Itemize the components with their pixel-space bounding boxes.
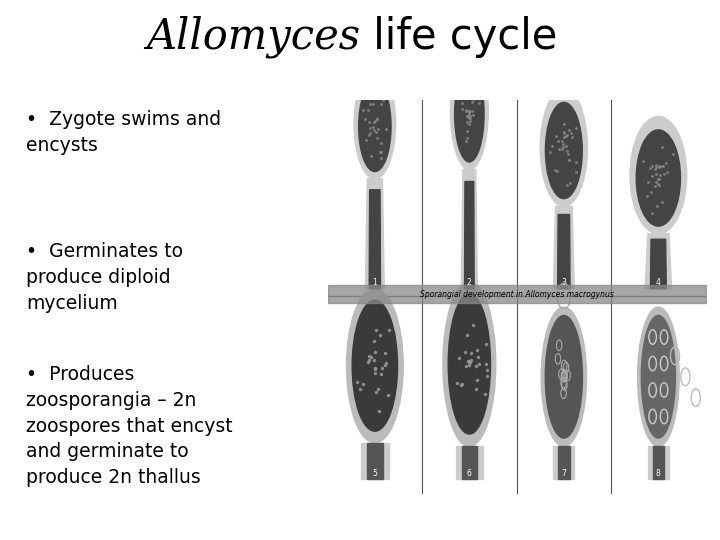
Ellipse shape xyxy=(630,117,687,234)
Ellipse shape xyxy=(448,294,490,434)
Ellipse shape xyxy=(346,289,403,443)
Ellipse shape xyxy=(454,66,484,162)
Text: 4: 4 xyxy=(656,278,661,287)
Ellipse shape xyxy=(546,103,582,199)
Polygon shape xyxy=(462,447,477,480)
Text: •  Zygote swims and
encysts: • Zygote swims and encysts xyxy=(27,110,222,155)
Text: •  Produces
zoosporangia – 2n
zoospores that encyst
and germinate to
produce 2n : • Produces zoosporangia – 2n zoospores t… xyxy=(27,365,233,487)
Text: life cycle: life cycle xyxy=(360,16,557,58)
Polygon shape xyxy=(557,214,570,289)
Polygon shape xyxy=(648,447,669,480)
Text: 6: 6 xyxy=(467,469,472,477)
Ellipse shape xyxy=(545,315,582,438)
Text: Allomyces: Allomyces xyxy=(146,16,360,58)
Text: Sporangial development in Allomyces macrogynus: Sporangial development in Allomyces macr… xyxy=(420,290,613,299)
Polygon shape xyxy=(367,443,382,480)
Ellipse shape xyxy=(638,307,679,447)
Text: 2: 2 xyxy=(467,278,472,287)
Polygon shape xyxy=(652,447,664,480)
Polygon shape xyxy=(456,447,482,480)
Polygon shape xyxy=(361,443,389,480)
Text: 8: 8 xyxy=(656,469,661,477)
Ellipse shape xyxy=(636,130,680,226)
Polygon shape xyxy=(645,234,672,289)
Polygon shape xyxy=(369,190,381,289)
Polygon shape xyxy=(554,447,575,480)
Ellipse shape xyxy=(541,307,587,447)
Polygon shape xyxy=(650,239,666,289)
Polygon shape xyxy=(554,206,575,289)
Text: 5: 5 xyxy=(372,469,377,477)
Text: 7: 7 xyxy=(562,469,567,477)
Ellipse shape xyxy=(352,300,397,431)
Polygon shape xyxy=(558,447,570,480)
Text: 3: 3 xyxy=(562,278,567,287)
Ellipse shape xyxy=(642,315,675,438)
Ellipse shape xyxy=(451,52,488,170)
Text: •  Germinates to
produce diploid
mycelium: • Germinates to produce diploid mycelium xyxy=(27,242,184,313)
Polygon shape xyxy=(366,179,384,289)
Ellipse shape xyxy=(359,82,391,172)
Polygon shape xyxy=(462,170,477,289)
Ellipse shape xyxy=(540,89,588,206)
Text: 1: 1 xyxy=(372,278,377,287)
Ellipse shape xyxy=(443,281,496,447)
Ellipse shape xyxy=(354,69,396,179)
Polygon shape xyxy=(464,181,474,289)
